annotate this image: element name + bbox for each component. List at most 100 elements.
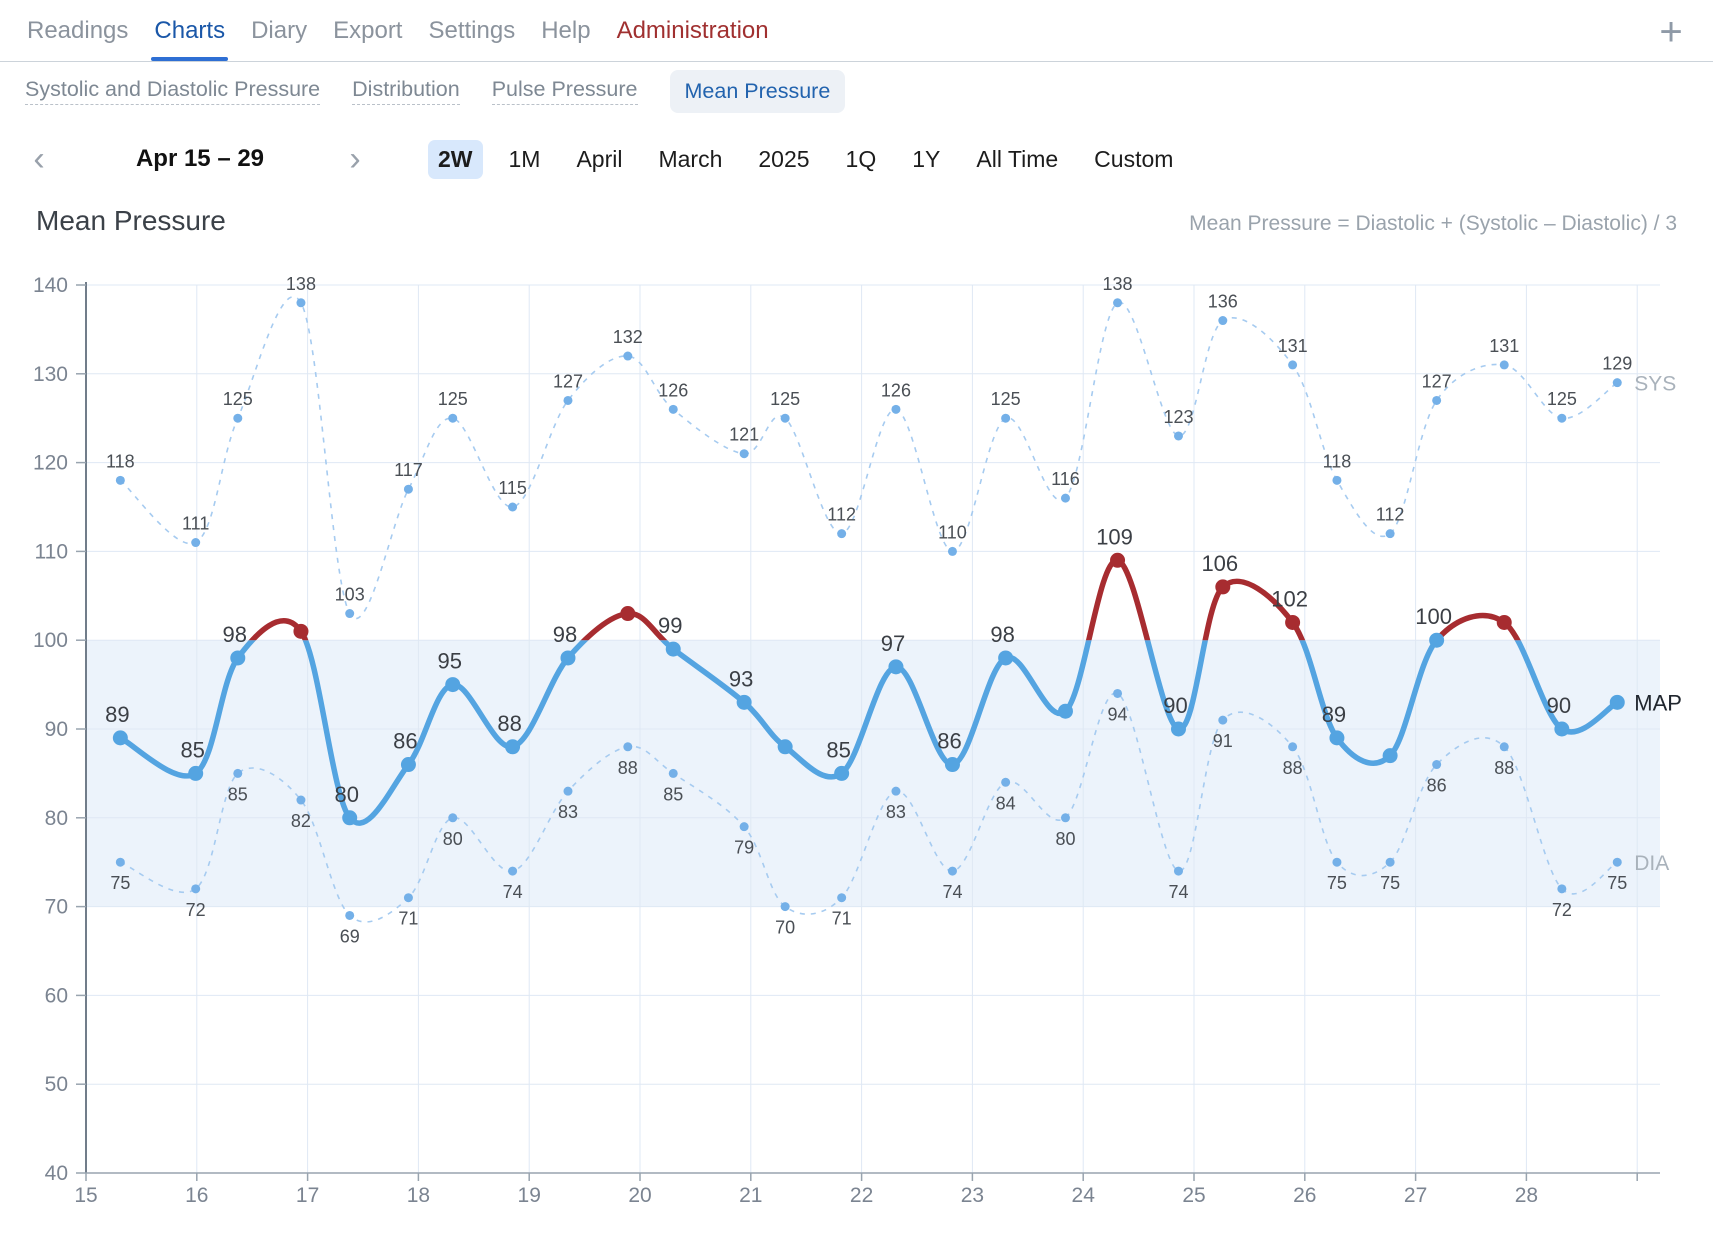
dia-point[interactable]: [563, 786, 573, 796]
prev-period-button[interactable]: ‹: [33, 139, 45, 178]
period-custom[interactable]: Custom: [1094, 145, 1174, 172]
map-point[interactable]: [1429, 632, 1445, 648]
dia-point[interactable]: [780, 902, 790, 912]
plus-icon[interactable]: +: [1659, 10, 1683, 54]
sys-point[interactable]: [1612, 378, 1622, 388]
dia-point[interactable]: [233, 768, 243, 778]
sys-point[interactable]: [668, 404, 678, 414]
period-2025[interactable]: 2025: [758, 145, 810, 172]
sys-point[interactable]: [1557, 413, 1567, 423]
sys-point[interactable]: [1173, 431, 1183, 441]
dia-point[interactable]: [947, 866, 957, 876]
sys-point[interactable]: [1288, 360, 1298, 370]
map-point[interactable]: [560, 650, 576, 666]
map-point[interactable]: [777, 739, 793, 755]
map-point[interactable]: [1110, 552, 1126, 568]
sys-point[interactable]: [1432, 395, 1442, 405]
dia-point[interactable]: [448, 813, 458, 823]
dia-point[interactable]: [1113, 688, 1123, 698]
sys-point[interactable]: [623, 351, 633, 361]
sys-point[interactable]: [1499, 360, 1509, 370]
dia-point[interactable]: [1499, 742, 1509, 752]
sys-point[interactable]: [837, 529, 847, 539]
sys-point[interactable]: [1218, 316, 1228, 326]
tab-systolic-diastolic[interactable]: Systolic and Diastolic Pressure: [25, 77, 321, 105]
period-1m[interactable]: 1M: [508, 145, 541, 172]
sys-point[interactable]: [345, 609, 355, 619]
dia-point[interactable]: [403, 893, 413, 903]
map-point[interactable]: [665, 641, 681, 657]
period-2w[interactable]: 2W: [428, 139, 483, 179]
sys-point[interactable]: [233, 413, 243, 423]
map-point[interactable]: [1215, 579, 1231, 595]
sys-point[interactable]: [1332, 475, 1342, 485]
dia-point[interactable]: [1001, 777, 1011, 787]
sys-point[interactable]: [448, 413, 458, 423]
map-point[interactable]: [1057, 703, 1073, 719]
map-point[interactable]: [293, 623, 309, 639]
dia-point[interactable]: [837, 893, 847, 903]
sys-point[interactable]: [1060, 493, 1070, 503]
sys-point[interactable]: [891, 404, 901, 414]
dia-point[interactable]: [508, 866, 518, 876]
map-point[interactable]: [944, 757, 960, 773]
sys-point[interactable]: [1113, 298, 1123, 308]
period-all-time[interactable]: All Time: [976, 145, 1059, 172]
map-point[interactable]: [998, 650, 1014, 666]
map-point[interactable]: [445, 677, 461, 693]
map-point[interactable]: [188, 765, 204, 781]
map-point[interactable]: [1554, 721, 1570, 737]
dia-point[interactable]: [623, 742, 633, 752]
dia-point[interactable]: [1218, 715, 1228, 725]
dia-point[interactable]: [891, 786, 901, 796]
nav-item-readings[interactable]: Readings: [27, 0, 128, 62]
sys-point[interactable]: [739, 449, 749, 459]
dia-point[interactable]: [1557, 884, 1567, 894]
dia-point[interactable]: [191, 884, 201, 894]
tab-distribution[interactable]: Distribution: [352, 77, 460, 105]
map-point[interactable]: [1609, 694, 1625, 710]
map-point[interactable]: [1285, 614, 1301, 630]
period-april[interactable]: April: [576, 145, 623, 172]
dia-point[interactable]: [1432, 760, 1442, 770]
period-1y[interactable]: 1Y: [912, 145, 941, 172]
sys-point[interactable]: [191, 538, 201, 548]
dia-point[interactable]: [296, 795, 306, 805]
map-point[interactable]: [736, 694, 752, 710]
dia-point[interactable]: [345, 910, 355, 920]
sys-point[interactable]: [780, 413, 790, 423]
sys-point[interactable]: [115, 475, 125, 485]
nav-item-help[interactable]: Help: [541, 0, 590, 62]
map-point[interactable]: [400, 757, 416, 773]
map-point[interactable]: [888, 659, 904, 675]
map-point[interactable]: [1496, 614, 1512, 630]
tab-pulse-pressure[interactable]: Pulse Pressure: [491, 77, 638, 105]
next-period-button[interactable]: ›: [349, 139, 361, 178]
sys-point[interactable]: [296, 298, 306, 308]
tab-mean-pressure[interactable]: Mean Pressure: [669, 69, 846, 113]
sys-point[interactable]: [563, 395, 573, 405]
map-point[interactable]: [505, 739, 521, 755]
map-point[interactable]: [834, 765, 850, 781]
map-point[interactable]: [1382, 748, 1398, 764]
map-point[interactable]: [230, 650, 246, 666]
map-point[interactable]: [342, 810, 358, 826]
map-point[interactable]: [112, 730, 128, 746]
dia-point[interactable]: [1060, 813, 1070, 823]
dia-point[interactable]: [1385, 857, 1395, 867]
dia-point[interactable]: [1173, 866, 1183, 876]
map-point[interactable]: [620, 606, 636, 622]
period-march[interactable]: March: [658, 145, 723, 172]
dia-point[interactable]: [1288, 742, 1298, 752]
nav-item-diary[interactable]: Diary: [251, 0, 307, 62]
map-point[interactable]: [1329, 730, 1345, 746]
nav-item-charts[interactable]: Charts: [151, 0, 229, 62]
map-point[interactable]: [1170, 721, 1186, 737]
dia-point[interactable]: [1332, 857, 1342, 867]
dia-point[interactable]: [668, 768, 678, 778]
nav-item-settings[interactable]: Settings: [428, 0, 515, 62]
sys-point[interactable]: [508, 502, 518, 512]
sys-point[interactable]: [947, 546, 957, 556]
dia-point[interactable]: [739, 822, 749, 832]
sys-point[interactable]: [1385, 529, 1395, 539]
